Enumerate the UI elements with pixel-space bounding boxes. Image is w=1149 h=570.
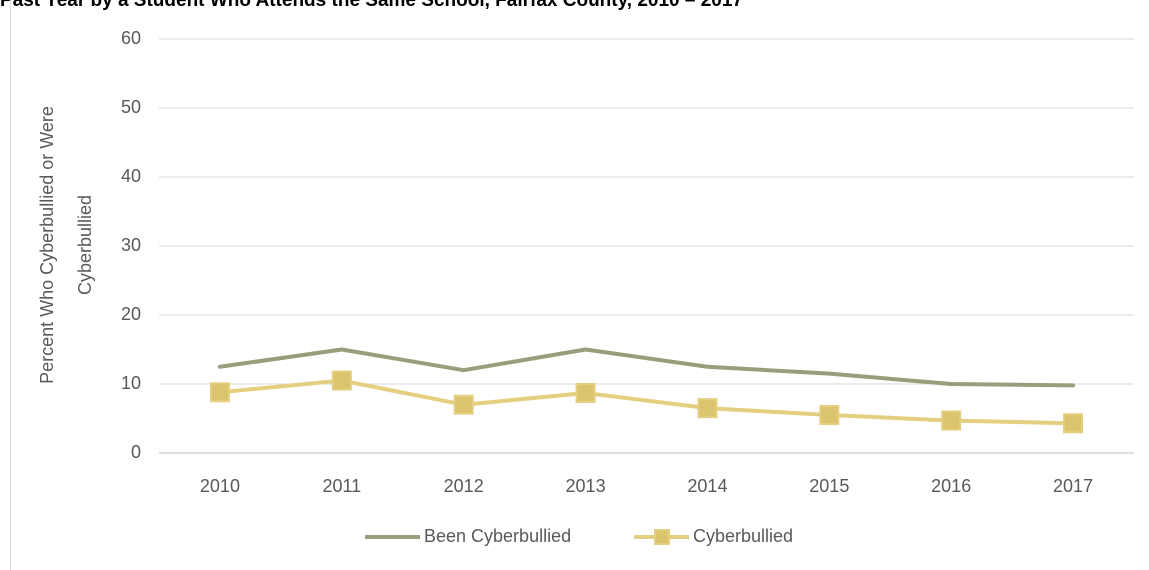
point-marker [941,410,962,431]
x-tick-label: 2015 [809,476,849,496]
point-marker [1063,413,1084,434]
chart-title: Past Year by a Student Who Attends the S… [0,0,743,11]
chart-frame [10,0,1149,570]
y-tick-label: 50 [121,97,141,117]
y-tick-label: 0 [131,442,141,462]
point-marker [819,405,840,426]
y-tick-label: 10 [121,373,141,393]
point-marker [331,370,352,391]
y-tick-label: 20 [121,304,141,324]
y-axis-label: Percent Who Cyberbullied or Were [37,106,57,384]
x-tick-label: 2013 [566,476,606,496]
x-tick-label: 2017 [1053,476,1093,496]
point-marker [209,382,230,403]
x-tick-label: 2014 [687,476,727,496]
point-marker [575,382,596,403]
legend-label: Cyberbullied [693,526,793,546]
y-tick-label: 60 [121,28,141,48]
x-tick-label: 2010 [200,476,240,496]
x-tick-label: 2012 [444,476,484,496]
point-marker [453,394,474,415]
x-tick-label: 2011 [322,476,361,496]
y-axis-label: Cyberbullied [75,195,95,295]
point-marker [697,398,718,419]
series-line [217,378,1076,426]
y-tick-label: 40 [121,166,141,186]
legend-marker [654,529,670,545]
legend-label: Been Cyberbullied [424,526,571,546]
x-tick-label: 2016 [931,476,971,496]
series-line [217,347,1076,388]
y-tick-label: 30 [121,235,141,255]
